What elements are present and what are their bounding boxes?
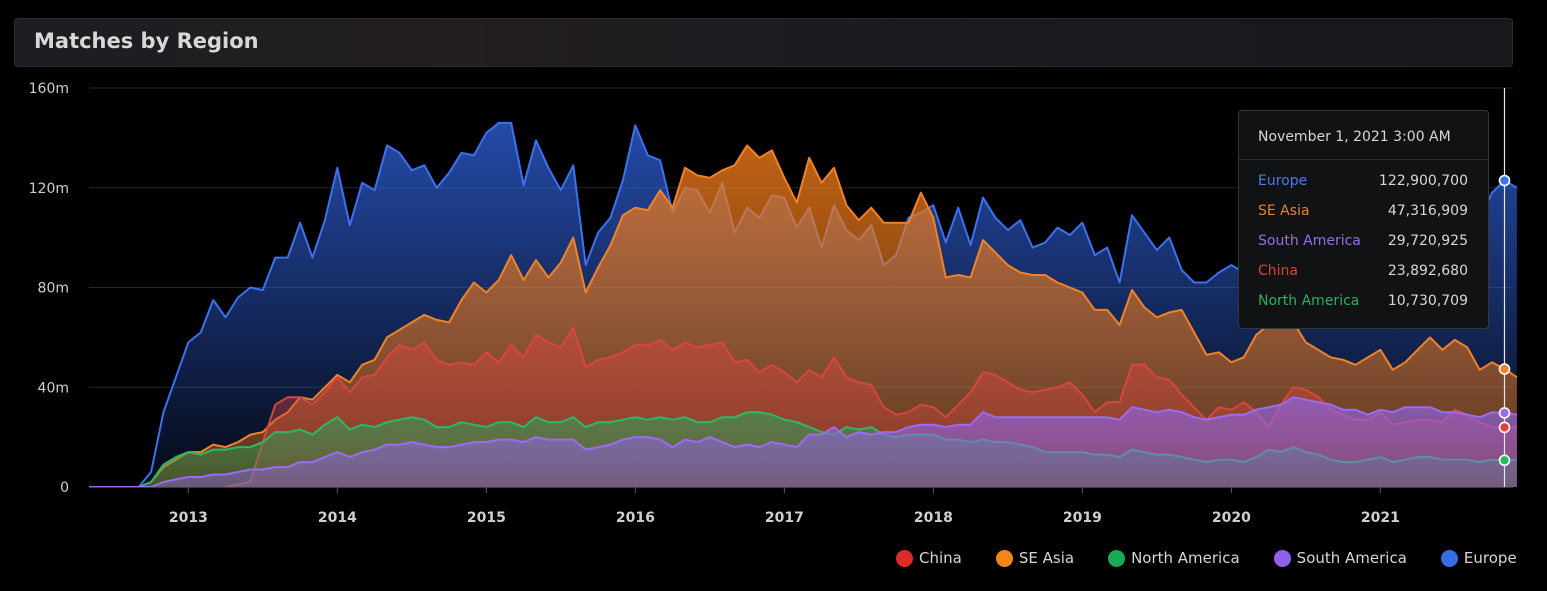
tooltip-series-name: China	[1258, 263, 1298, 279]
tooltip-row-south-america: South America 29,720,925	[1258, 233, 1468, 253]
page-title: Matches by Region	[34, 29, 259, 53]
legend-item-north-america[interactable]: North America	[1108, 549, 1240, 567]
legend-label: China	[919, 549, 962, 567]
y-tick-label: 120m	[29, 181, 69, 197]
x-tick-label: 2018	[914, 510, 953, 526]
x-tick-label: 2016	[616, 510, 655, 526]
legend-item-se-asia[interactable]: SE Asia	[995, 549, 1075, 567]
x-tick-label: 2020	[1212, 510, 1251, 526]
hover-marker-china	[1498, 421, 1511, 434]
hover-marker-south-america	[1498, 407, 1511, 419]
x-tick-label: 2017	[765, 510, 804, 526]
legend-item-europe[interactable]: Europe	[1440, 549, 1517, 567]
tooltip-series-value: 47,316,909	[1387, 203, 1468, 219]
hover-marker-europe	[1498, 174, 1511, 187]
tooltip-series-name: North America	[1258, 293, 1360, 309]
tooltip-date: November 1, 2021 3:00 AM	[1258, 129, 1451, 145]
y-tick-label: 80m	[38, 281, 69, 297]
tooltip-series-value: 29,720,925	[1387, 233, 1468, 249]
tooltip-series-value: 23,892,680	[1387, 263, 1468, 279]
tooltip-row-se-asia: SE Asia 47,316,909	[1258, 203, 1468, 223]
x-tick-label: 2021	[1361, 510, 1400, 526]
chart-legend: China SE Asia North America South Americ…	[896, 547, 1517, 569]
legend-label: Europe	[1463, 549, 1517, 567]
tooltip-series-name: Europe	[1258, 173, 1308, 189]
legend-swatch	[1108, 549, 1126, 567]
chart-tooltip: November 1, 2021 3:00 AM Europe 122,900,…	[1238, 110, 1489, 329]
line-south-america	[89, 396, 1518, 488]
legend-label: South America	[1296, 549, 1407, 567]
legend-swatch	[995, 549, 1013, 567]
legend-label: SE Asia	[1018, 549, 1075, 567]
y-tick-label: 160m	[29, 81, 69, 97]
tooltip-series-name: South America	[1258, 233, 1361, 249]
hover-marker-north-america	[1498, 454, 1511, 467]
y-tick-label: 40m	[38, 380, 69, 396]
line-china	[225, 326, 1517, 488]
tooltip-row-china: China 23,892,680	[1258, 263, 1468, 283]
hover-marker-se-asia	[1498, 363, 1511, 375]
x-tick-label: 2014	[318, 510, 357, 526]
legend-item-south-america[interactable]: South America	[1273, 549, 1407, 567]
tooltip-row-europe: Europe 122,900,700	[1258, 173, 1468, 193]
y-tick-label: 0	[60, 480, 69, 496]
legend-swatch	[1273, 549, 1291, 567]
x-tick-label: 2015	[467, 510, 506, 526]
tooltip-series-name: SE Asia	[1258, 203, 1310, 219]
tooltip-series-value: 122,900,700	[1378, 173, 1468, 189]
tooltip-series-value: 10,730,709	[1387, 293, 1468, 309]
x-tick-label: 2013	[169, 510, 208, 526]
tooltip-row-north-america: North America 10,730,709	[1258, 293, 1468, 313]
legend-item-china[interactable]: China	[896, 549, 962, 567]
legend-swatch	[896, 549, 913, 567]
chart-header: Matches by Region	[14, 18, 1513, 67]
x-tick-label: 2019	[1063, 510, 1102, 526]
legend-label: North America	[1131, 549, 1240, 567]
legend-swatch	[1440, 549, 1458, 567]
tooltip-divider	[1239, 159, 1488, 160]
